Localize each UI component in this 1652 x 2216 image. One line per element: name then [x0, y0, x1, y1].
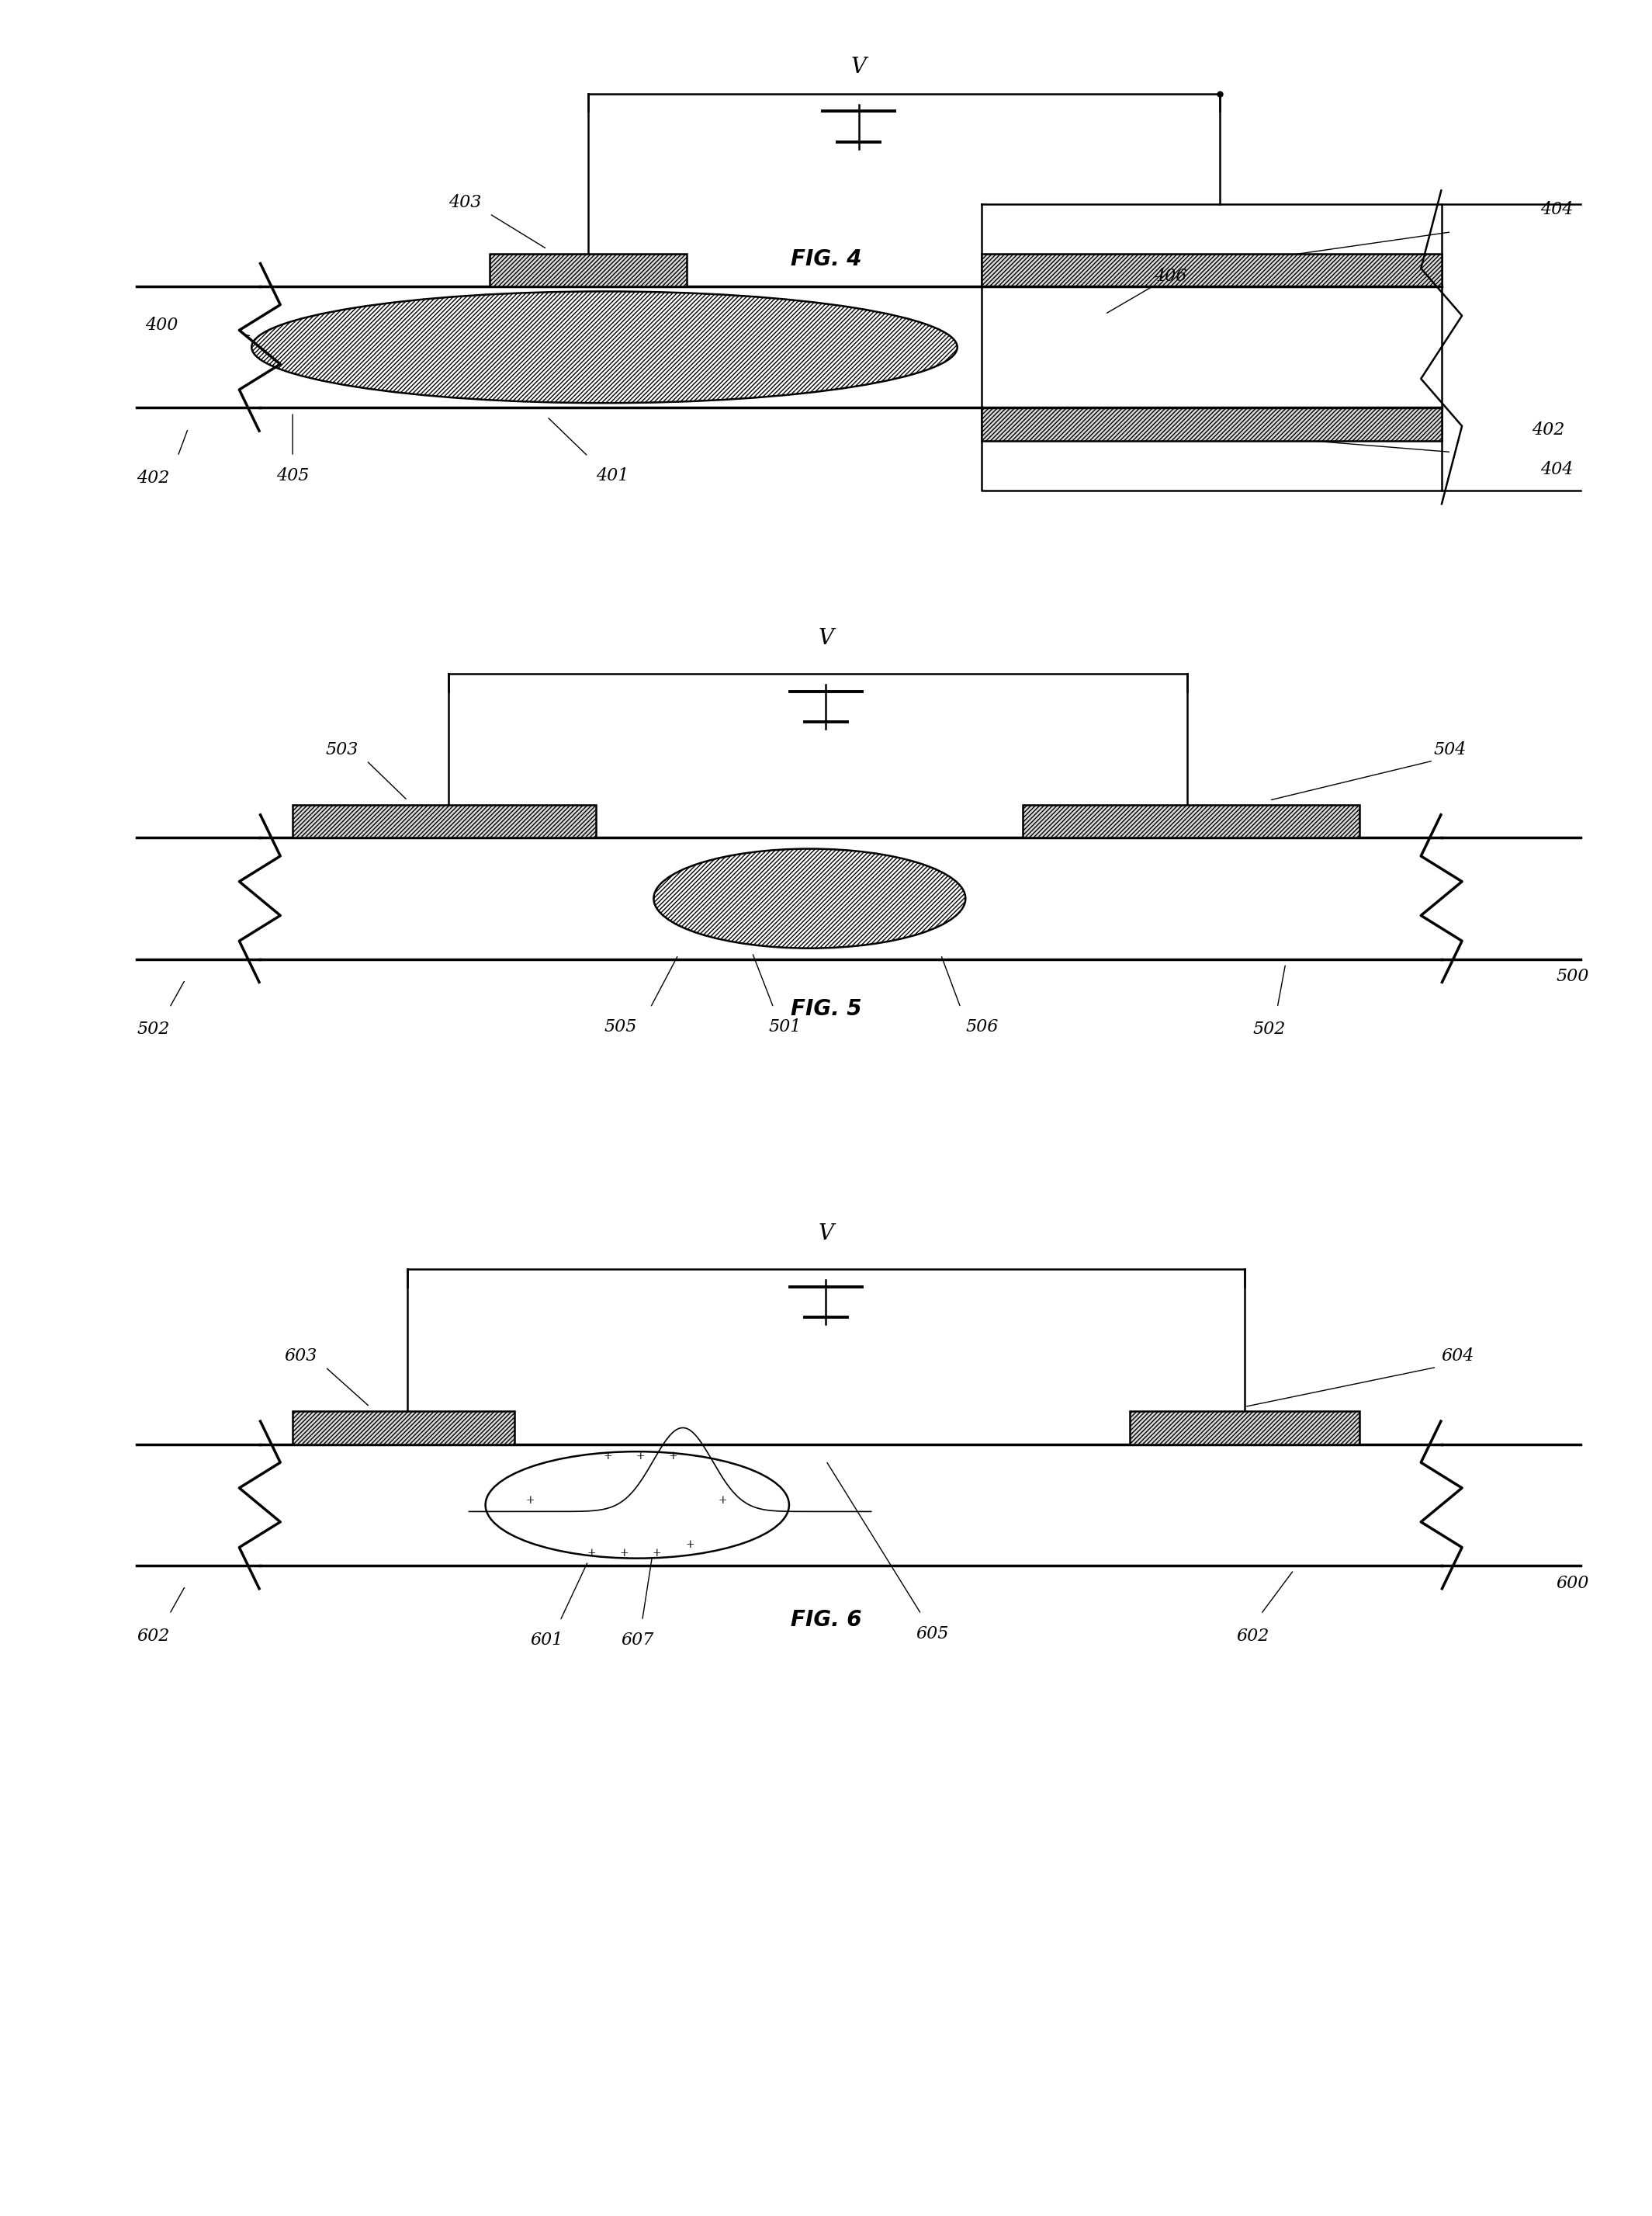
Text: 602: 602 [1236, 1627, 1269, 1644]
Text: 502: 502 [137, 1022, 170, 1037]
Text: +: + [586, 1549, 596, 1558]
Text: +: + [525, 1496, 535, 1507]
Text: 506: 506 [965, 1019, 998, 1035]
Bar [981, 253, 1442, 286]
Text: 402: 402 [137, 470, 170, 488]
Text: 600: 600 [1556, 1576, 1589, 1591]
Text: +: + [653, 1549, 661, 1558]
Text: 602: 602 [137, 1627, 170, 1644]
Text: V: V [818, 627, 834, 649]
Text: FIG. 5: FIG. 5 [791, 997, 861, 1019]
Bar [292, 804, 596, 838]
Bar [489, 253, 687, 286]
Bar [981, 253, 1442, 286]
Text: 502: 502 [1252, 1022, 1285, 1037]
Text: 503: 503 [325, 740, 358, 758]
Bar [1450, 122, 1652, 563]
Text: 505: 505 [605, 1019, 638, 1035]
Bar [981, 408, 1442, 441]
Text: +: + [603, 1451, 613, 1463]
Text: 404: 404 [1540, 202, 1573, 217]
Text: 603: 603 [284, 1347, 317, 1365]
Text: 605: 605 [917, 1624, 950, 1642]
Bar [1450, 1423, 1647, 1587]
Bar [292, 804, 596, 838]
Text: +: + [686, 1540, 694, 1549]
Text: 401: 401 [596, 468, 629, 485]
Text: 601: 601 [530, 1631, 563, 1649]
Text: +: + [719, 1496, 727, 1507]
Text: 501: 501 [768, 1019, 801, 1035]
Text: 405: 405 [276, 468, 309, 485]
Text: 404: 404 [1540, 461, 1573, 479]
Bar [1023, 804, 1360, 838]
Bar [1130, 1412, 1360, 1445]
Bar [981, 408, 1442, 441]
Text: 504: 504 [1434, 740, 1465, 758]
Ellipse shape [251, 293, 957, 403]
Bar [292, 1412, 514, 1445]
Bar [5, 815, 243, 982]
Text: 607: 607 [621, 1631, 654, 1649]
Text: FIG. 6: FIG. 6 [791, 1609, 861, 1631]
Text: 406: 406 [1155, 268, 1188, 286]
Bar [1450, 815, 1647, 982]
Text: V: V [851, 58, 867, 78]
Text: 402: 402 [1531, 421, 1564, 439]
Ellipse shape [654, 849, 965, 948]
Text: +: + [669, 1451, 677, 1463]
Text: +: + [620, 1549, 629, 1558]
Text: FIG. 4: FIG. 4 [791, 248, 861, 270]
Text: 604: 604 [1442, 1347, 1474, 1365]
Bar [489, 253, 687, 286]
Text: 403: 403 [448, 195, 481, 211]
Text: 400: 400 [145, 317, 178, 335]
Bar [292, 1412, 514, 1445]
Text: +: + [636, 1451, 644, 1463]
Ellipse shape [486, 1451, 790, 1558]
Bar [5, 1423, 243, 1587]
Text: 500: 500 [1556, 968, 1589, 986]
Bar [1130, 1412, 1360, 1445]
Bar [1023, 804, 1360, 838]
Bar [5, 264, 243, 430]
Text: V: V [818, 1223, 834, 1243]
